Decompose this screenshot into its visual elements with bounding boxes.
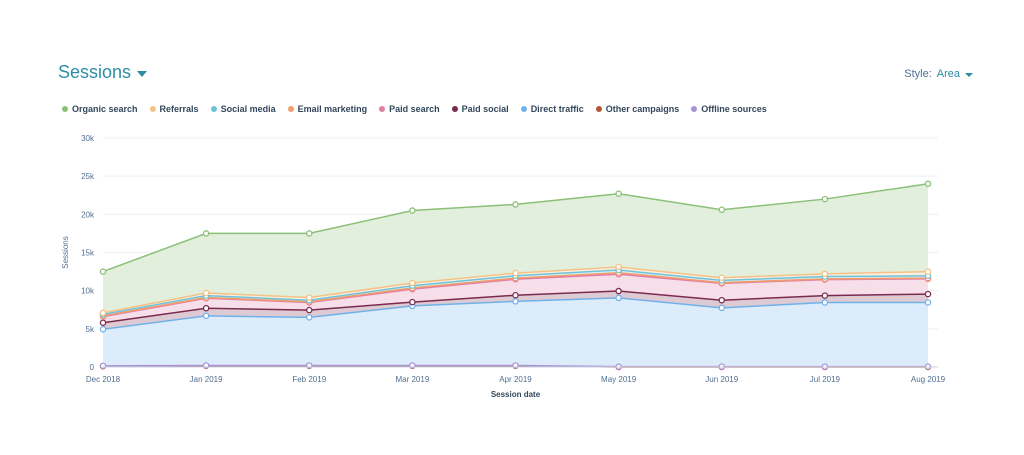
y-tick-label: 0 [90, 363, 95, 372]
data-point-referrals [409, 279, 416, 287]
data-point-paid-social [99, 319, 107, 326]
report-title-dropdown[interactable]: Sessions [58, 62, 148, 83]
data-point-paid-social [202, 304, 210, 312]
data-point-organic-search [924, 180, 932, 188]
data-point-direct-traffic [718, 304, 726, 312]
legend-label: Direct traffic [530, 104, 584, 114]
legend-item-organic-search[interactable]: Organic search [62, 104, 138, 114]
data-point-direct-traffic [821, 299, 829, 306]
legend-label: Social media [220, 104, 276, 114]
y-tick-label: 15k [81, 249, 95, 258]
legend-item-direct-traffic[interactable]: Direct traffic [520, 104, 584, 114]
data-point-paid-social [409, 298, 416, 306]
y-tick-label: 5k [86, 325, 95, 334]
chevron-down-icon [137, 70, 148, 77]
legend-label: Referrals [159, 104, 199, 114]
legend-label: Paid search [389, 104, 440, 114]
legend-swatch [149, 106, 156, 112]
data-point-referrals [821, 270, 829, 278]
legend-item-email-marketing[interactable]: Email marketing [287, 104, 368, 114]
legend-swatch [210, 106, 217, 112]
y-axis-title: Sessions [61, 236, 70, 268]
legend-swatch [451, 106, 458, 112]
x-tick-label: Jul 2019 [810, 375, 841, 384]
legend-item-paid-social[interactable]: Paid social [451, 104, 509, 114]
chart-style-selector: Style: Area [904, 68, 973, 80]
legend-label: Offline sources [701, 104, 767, 114]
data-point-referrals [924, 268, 932, 275]
style-dropdown[interactable]: Area [937, 68, 973, 80]
x-tick-label: Jan 2019 [190, 375, 223, 384]
legend-label: Other campaigns [605, 104, 680, 114]
data-point-organic-search [718, 206, 726, 214]
report-title: Sessions [58, 62, 132, 82]
legend-label: Organic search [72, 104, 138, 114]
data-point-direct-traffic [924, 299, 932, 306]
x-tick-label: Feb 2019 [292, 375, 326, 384]
data-point-direct-traffic [99, 325, 107, 333]
data-point-organic-search [409, 207, 416, 214]
data-point-referrals [718, 274, 726, 281]
data-point-organic-search [99, 268, 107, 275]
report-header: Sessions Style: Area [58, 62, 973, 88]
legend-swatch [691, 106, 698, 112]
y-tick-label: 20k [81, 210, 95, 219]
chart-legend: Organic search Referrals Social media Email… [62, 104, 779, 114]
chevron-down-icon [965, 72, 973, 77]
data-point-organic-search [305, 230, 313, 237]
y-tick-label: 30k [81, 134, 95, 143]
legend-item-other-campaigns[interactable]: Other campaigns [595, 104, 680, 114]
y-tick-label: 25k [81, 172, 95, 181]
data-point-paid-social [924, 290, 932, 298]
x-tick-label: Apr 2019 [499, 375, 532, 384]
legend-swatch [62, 106, 68, 112]
x-tick-label: Dec 2018 [86, 375, 121, 384]
data-point-paid-social [305, 306, 313, 314]
legend-swatch [379, 106, 386, 112]
data-point-direct-traffic [615, 294, 622, 302]
area-direct-traffic [103, 297, 928, 367]
data-point-paid-social [718, 296, 726, 304]
data-point-offline-sources [99, 362, 107, 370]
data-point-organic-search [202, 230, 210, 237]
data-point-direct-traffic [512, 298, 519, 305]
data-point-organic-search [821, 195, 829, 203]
legend-item-social-media[interactable]: Social media [210, 104, 276, 114]
data-point-referrals [202, 289, 210, 297]
x-tick-label: Jun 2019 [705, 375, 738, 384]
area-organic-search [103, 183, 928, 313]
data-point-organic-search [615, 190, 622, 197]
x-axis-title: Session date [491, 390, 541, 399]
legend-label: Email marketing [297, 104, 368, 114]
legend-item-referrals[interactable]: Referrals [149, 104, 199, 114]
data-point-direct-traffic [202, 312, 210, 320]
data-point-paid-social [512, 291, 519, 299]
data-point-direct-traffic [305, 314, 313, 321]
legend-label: Paid social [461, 104, 509, 114]
data-point-referrals [305, 294, 313, 301]
data-point-referrals [99, 309, 107, 317]
legend-item-offline-sources[interactable]: Offline sources [691, 104, 767, 114]
x-tick-label: May 2019 [601, 375, 637, 384]
style-value: Area [936, 68, 960, 80]
legend-swatch [287, 106, 294, 112]
legend-swatch [520, 106, 527, 112]
legend-swatch [595, 106, 602, 112]
x-tick-label: Aug 2019 [911, 375, 946, 384]
data-point-paid-social [821, 292, 829, 299]
data-point-referrals [512, 269, 519, 277]
legend-item-paid-search[interactable]: Paid search [379, 104, 440, 114]
style-label: Style: [904, 68, 932, 80]
x-tick-label: Mar 2019 [395, 375, 429, 384]
data-point-paid-social [615, 287, 622, 295]
data-point-referrals [615, 263, 622, 271]
y-tick-label: 10k [81, 287, 95, 296]
data-point-organic-search [512, 201, 519, 208]
